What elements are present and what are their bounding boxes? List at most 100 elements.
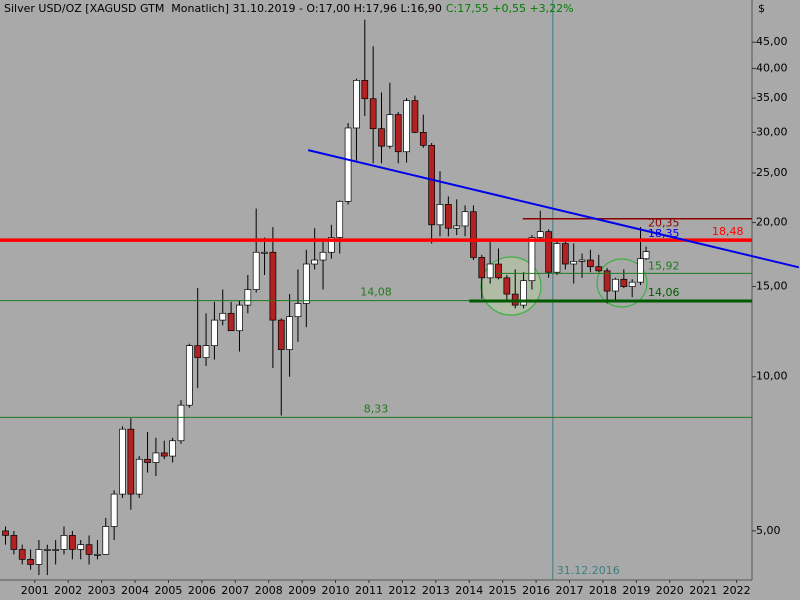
- candle-body: [495, 263, 502, 279]
- x-tick-label: 2015: [489, 584, 517, 597]
- candle-body: [219, 312, 227, 321]
- candle-body: [470, 211, 477, 258]
- candle-body: [302, 263, 310, 304]
- candle-body: [620, 278, 628, 287]
- candle-body: [35, 549, 43, 565]
- y-tick-label: 45,00: [756, 35, 788, 48]
- x-tick-label: 2021: [689, 584, 717, 597]
- title: Silver USD/OZ [XAGUSD GTM Monatlich] 31.…: [4, 2, 442, 15]
- candle-body: [436, 204, 444, 226]
- x-tick-label: 2001: [21, 584, 49, 597]
- candle-body: [428, 145, 435, 226]
- trendline: [307, 149, 800, 269]
- candle-body: [344, 127, 352, 202]
- x-tick-label: 2002: [54, 584, 82, 597]
- candle-body: [286, 316, 293, 350]
- x-tick-label: 2017: [556, 584, 584, 597]
- candle-body: [553, 243, 561, 273]
- candle-body: [269, 251, 277, 321]
- candle-body: [394, 114, 402, 153]
- x-tick-label: 2011: [355, 584, 383, 597]
- x-tick-label: 2020: [656, 584, 684, 597]
- x-tick-label: 2004: [121, 584, 149, 597]
- candle-body: [520, 280, 527, 306]
- candle-body: [194, 345, 202, 358]
- candle-body: [311, 259, 319, 265]
- y-unit: $: [758, 2, 765, 15]
- candle-body: [18, 549, 26, 560]
- x-tick-label: 2019: [622, 584, 650, 597]
- candle-body: [353, 80, 360, 129]
- y-tick-label: 40,00: [756, 61, 788, 74]
- candle-body: [561, 243, 569, 265]
- level-label: 14,06: [648, 286, 680, 299]
- candle-body: [160, 452, 168, 457]
- candle-body: [94, 554, 101, 556]
- change: C:17,55 +0,55 +3,22%: [446, 2, 574, 15]
- candle-body: [336, 201, 344, 238]
- date-marker-label: 31.12.2016: [557, 564, 620, 577]
- candle-body: [211, 319, 218, 347]
- candle-body: [486, 263, 494, 279]
- candle-body: [202, 345, 210, 358]
- candle-body: [2, 530, 9, 536]
- x-tick-label: 2008: [255, 584, 283, 597]
- x-tick-label: 2013: [422, 584, 450, 597]
- candle-body: [445, 204, 452, 229]
- candle-body: [403, 100, 410, 153]
- candle-body: [252, 251, 260, 290]
- candle-body: [578, 259, 586, 262]
- candle-body: [528, 237, 536, 282]
- candle-body: [169, 440, 176, 457]
- candle-body: [294, 303, 302, 318]
- candle-body: [595, 266, 603, 272]
- candle-body: [152, 452, 160, 463]
- candle-body: [328, 237, 335, 253]
- x-tick-label: 2010: [322, 584, 350, 597]
- level-label: 8,33: [364, 402, 389, 415]
- y-tick-label: 5,00: [756, 524, 781, 537]
- x-tick-label: 2005: [154, 584, 182, 597]
- candle-body: [536, 231, 544, 238]
- x-tick-label: 2009: [288, 584, 316, 597]
- x-tick-label: 2003: [88, 584, 116, 597]
- y-tick-label: 15,00: [756, 280, 788, 293]
- candle-body: [227, 312, 235, 332]
- candle-body: [411, 100, 419, 133]
- candle-body: [60, 535, 68, 550]
- x-tick-label: 2016: [522, 584, 550, 597]
- candle-body: [102, 526, 110, 555]
- candle-body: [27, 559, 34, 565]
- candle-body: [69, 535, 76, 550]
- candle-body: [503, 277, 511, 295]
- candle-body: [419, 132, 427, 146]
- candle-body: [244, 289, 252, 306]
- candle-body: [587, 259, 594, 268]
- y-tick-label: 25,00: [756, 166, 788, 179]
- candle-body: [378, 128, 385, 147]
- candle-body: [453, 225, 461, 229]
- candle-body: [570, 261, 578, 265]
- x-tick-label: 2022: [723, 584, 751, 597]
- candle-body: [110, 493, 118, 527]
- level-label: 20,35: [648, 217, 680, 230]
- candle-body: [236, 304, 243, 332]
- candle-body: [135, 458, 143, 495]
- y-tick-label: 30,00: [756, 125, 788, 138]
- x-tick-label: 2006: [188, 584, 216, 597]
- candle-body: [545, 231, 552, 273]
- candle-body: [261, 251, 268, 254]
- x-tick-label: 2014: [455, 584, 483, 597]
- candle-body: [43, 549, 51, 551]
- candle-body: [603, 270, 611, 292]
- candle-body: [637, 258, 644, 283]
- trendline-label: 18,35: [648, 227, 680, 240]
- x-tick-label: 2012: [388, 584, 416, 597]
- x-tick-label: 2007: [221, 584, 249, 597]
- candle-body: [119, 428, 126, 495]
- candle-body: [612, 278, 619, 292]
- candle-body: [185, 345, 193, 406]
- candle-body: [461, 211, 469, 227]
